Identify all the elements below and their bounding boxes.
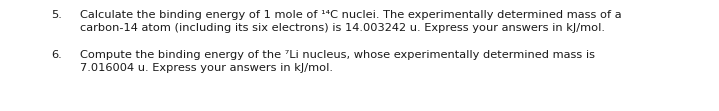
Text: Compute the binding energy of the ⁷Li nucleus, whose experimentally determined m: Compute the binding energy of the ⁷Li nu… bbox=[80, 50, 595, 60]
Text: 6.: 6. bbox=[51, 50, 62, 60]
Text: carbon-14 atom (including its six electrons) is 14.003242 u. Express your answer: carbon-14 atom (including its six electr… bbox=[80, 23, 605, 33]
Text: Calculate the binding energy of 1 mole of ¹⁴C nuclei. The experimentally determi: Calculate the binding energy of 1 mole o… bbox=[80, 10, 622, 20]
Text: 5.: 5. bbox=[51, 10, 62, 20]
Text: 7.016004 u. Express your answers in kJ/mol.: 7.016004 u. Express your answers in kJ/m… bbox=[80, 63, 333, 73]
